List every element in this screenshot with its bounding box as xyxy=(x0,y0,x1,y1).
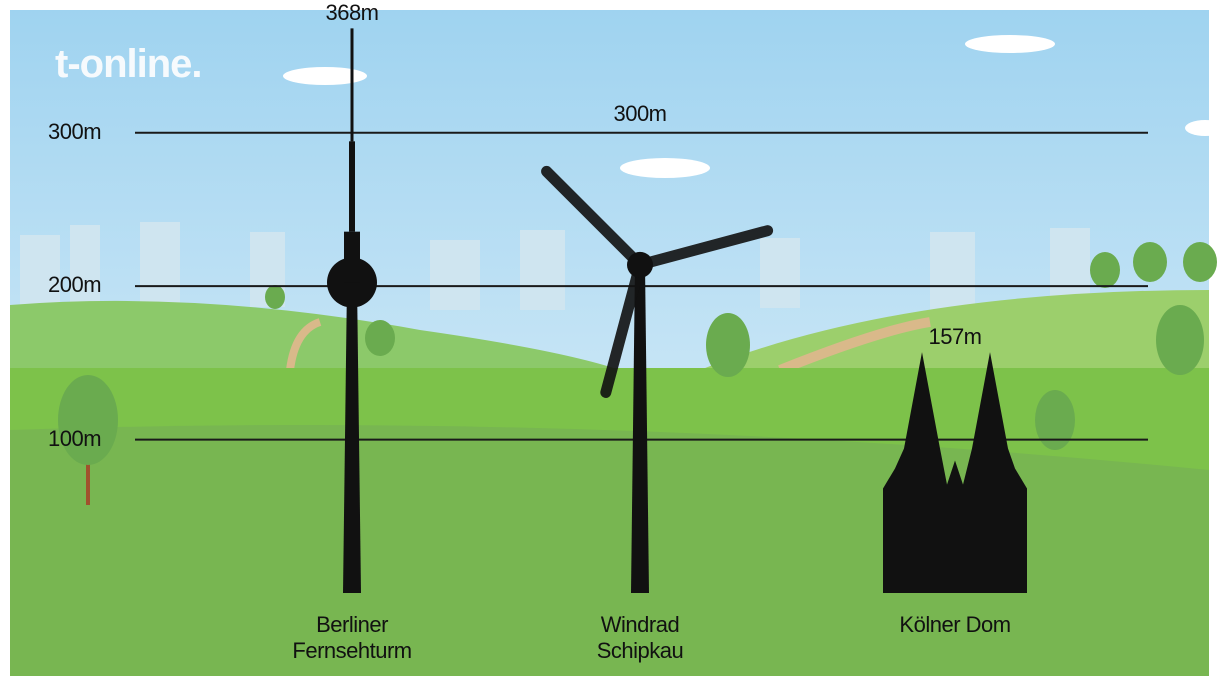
logo: t-online. xyxy=(55,42,202,87)
infographic: t-online. 100m 200m 300m 368m Berliner Ferns… xyxy=(0,0,1219,686)
value-label: 368m xyxy=(322,0,382,26)
value-label: 300m xyxy=(610,101,670,127)
turbine-hub xyxy=(627,252,653,278)
y-tick-label: 300m xyxy=(48,119,101,145)
value-label: 157m xyxy=(925,324,985,350)
tower-antenna-base xyxy=(349,141,355,231)
category-label: Berliner Fernsehturm xyxy=(267,612,437,664)
y-tick-label: 100m xyxy=(48,426,101,452)
category-label: Kölner Dom xyxy=(870,612,1040,638)
category-label: Windrad Schipkau xyxy=(555,612,725,664)
y-tick-label: 200m xyxy=(48,272,101,298)
tower-head xyxy=(344,232,360,283)
